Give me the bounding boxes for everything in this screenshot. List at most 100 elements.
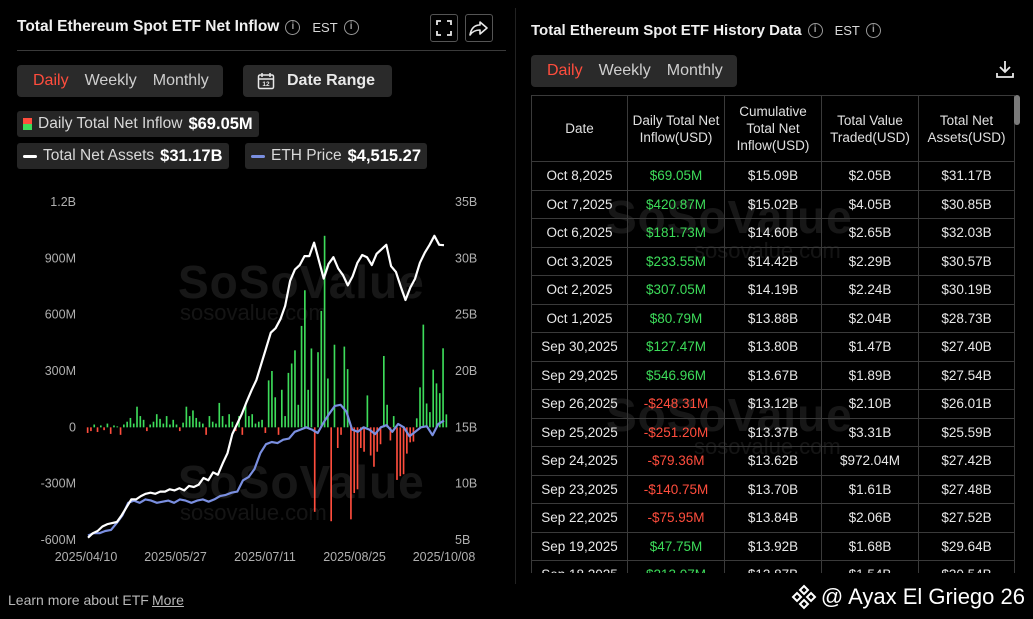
cell-cumulative-inflow: $13.37B [724, 417, 822, 447]
inflow-bar [442, 348, 444, 428]
cell-cumulative-inflow: $15.09B [724, 161, 822, 191]
inflow-bar [241, 427, 244, 435]
info-icon[interactable]: i [285, 19, 301, 35]
table-row[interactable]: Oct 3,2025 $233.55M $14.42B $2.29B $30.57B [531, 246, 1015, 276]
col-value-traded[interactable]: Total Value Traded(USD) [821, 95, 919, 162]
cell-value-traded: $972.04M [821, 446, 919, 476]
inflow-bar [313, 427, 316, 512]
inflow-bar [376, 427, 379, 452]
share-icon[interactable] [465, 14, 493, 42]
tab-daily[interactable]: Daily [547, 62, 583, 79]
more-link[interactable]: More [152, 592, 184, 608]
col-daily-inflow[interactable]: Daily Total Net Inflow(USD) [627, 95, 725, 162]
y-left-tick-label: 0 [69, 420, 76, 434]
y-left-tick-label: 1.2B [50, 195, 76, 209]
table-row[interactable]: Sep 30,2025 $127.47M $13.80B $1.47B $27.40B [531, 332, 1015, 362]
info-icon[interactable]: i [807, 23, 823, 38]
learn-more-text: Learn more about ETF [8, 592, 149, 608]
cell-daily-inflow: $307.05M [627, 275, 725, 305]
col-net-assets[interactable]: Total Net Assets(USD) [918, 95, 1015, 162]
inflow-bar [330, 427, 332, 522]
tab-weekly[interactable]: Weekly [84, 72, 137, 89]
cell-cumulative-inflow: $13.70B [724, 474, 822, 504]
cell-value-traded: $2.24B [821, 275, 919, 305]
header-divider [17, 50, 506, 51]
download-icon[interactable] [994, 58, 1016, 85]
tab-monthly[interactable]: Monthly [152, 72, 209, 89]
svg-text:12: 12 [262, 81, 270, 88]
table-row[interactable]: Sep 19,2025 $47.75M $13.92B $1.68B $29.64B [531, 531, 1015, 561]
table-row[interactable]: Sep 23,2025 -$140.75M $13.70B $1.61B $27.48B [531, 474, 1015, 504]
legend-inflow[interactable]: Daily Total Net Inflow $69.05M [17, 111, 259, 137]
inflow-bar [271, 371, 273, 428]
cell-date: Sep 25,2025 [531, 417, 628, 447]
history-data-panel: Total Ethereum Spot ETF History Data i E… [516, 0, 1033, 584]
inflow-bar [188, 416, 191, 428]
inflow-bar [93, 424, 96, 428]
inflow-bar [254, 423, 257, 428]
table-row[interactable]: Oct 7,2025 $420.87M $15.02B $4.05B $30.85B [531, 189, 1015, 219]
inflow-bar [438, 393, 441, 428]
inflow-bar [419, 387, 421, 428]
cell-cumulative-inflow: $14.42B [724, 246, 822, 276]
tab-daily[interactable]: Daily [33, 72, 69, 89]
table-row[interactable]: Sep 22,2025 -$75.95M $13.84B $2.06B $27.52B [531, 503, 1015, 533]
table-row[interactable]: Oct 1,2025 $80.79M $13.88B $2.04B $28.73B [531, 303, 1015, 333]
y-left-tick-label: 900M [45, 251, 76, 265]
inflow-bar [373, 427, 375, 467]
info-icon[interactable]: i [343, 19, 359, 35]
inflow-bar [327, 378, 329, 428]
date-range-button[interactable]: 12 Date Range [243, 65, 392, 97]
cell-date: Sep 26,2025 [531, 389, 628, 419]
footer: Learn more about ETF More @ Ayax El Grie… [0, 584, 1033, 619]
cell-value-traded: $1.47B [821, 332, 919, 362]
cell-date: Oct 2,2025 [531, 275, 628, 305]
table-row[interactable]: Sep 18,2025$213.07M$13.87B$1.54B$30.54B [531, 560, 1015, 573]
cell-daily-inflow: $181.73M [627, 218, 725, 248]
table-scrollbar[interactable] [1014, 95, 1020, 125]
legend-assets[interactable]: Total Net Assets $31.17B [17, 143, 229, 169]
cell-net-assets: $32.03B [918, 218, 1015, 248]
inflow-bar [264, 427, 267, 433]
cell-date: Oct 7,2025 [531, 189, 628, 219]
inflow-bar [267, 380, 270, 428]
inflow-bar [369, 427, 372, 456]
x-tick-label: 2025/08/25 [323, 550, 386, 564]
period-tabs: Daily Weekly Monthly [17, 65, 223, 97]
legend-price[interactable]: ETH Price $4,515.27 [245, 143, 428, 169]
table-row[interactable]: Sep 24,2025 -$79.36M $13.62B $972.04M $27.42… [531, 446, 1015, 476]
table-row[interactable]: Sep 29,2025 $546.96M $13.67B $1.89B $27.54B [531, 360, 1015, 390]
y-left-tick-label: -600M [41, 533, 76, 547]
y-right-tick-label: 30B [455, 251, 477, 265]
fullscreen-icon[interactable] [430, 14, 458, 42]
inflow-bar [274, 397, 277, 428]
cell-value-traded: $4.05B [821, 189, 919, 219]
col-date[interactable]: Date [531, 95, 628, 162]
table-row[interactable]: Sep 26,2025 -$248.31M $13.12B $2.10B $26.01B [531, 389, 1015, 419]
inflow-bar [300, 325, 303, 428]
inflow-bar [290, 363, 293, 428]
table-row[interactable]: Oct 2,2025 $307.05M $14.19B $2.24B $30.19B [531, 275, 1015, 305]
tab-monthly[interactable]: Monthly [666, 62, 723, 79]
cell-daily-inflow: $420.87M [627, 189, 725, 219]
cell-cumulative-inflow: $13.67B [724, 360, 822, 390]
inflow-bar [159, 418, 161, 428]
inflow-bar [346, 369, 349, 428]
inflow-bar [425, 403, 428, 428]
inflow-bar [113, 425, 115, 428]
inflow-bar [320, 310, 323, 428]
table-row[interactable]: Oct 8,2025 $69.05M $15.09B $2.05B $31.17B [531, 161, 1015, 191]
inflow-bar [257, 421, 260, 428]
cell-date: Sep 29,2025 [531, 360, 628, 390]
tab-weekly[interactable]: Weekly [598, 62, 651, 79]
info-icon[interactable]: i [865, 23, 881, 38]
col-cumulative-inflow[interactable]: Cumulative Total Net Inflow(USD) [724, 95, 822, 162]
table-row[interactable]: Sep 25,2025 -$251.20M $13.37B $3.31B $25.59B [531, 417, 1015, 447]
inflow-bar [119, 427, 122, 435]
cell-cumulative-inflow: $13.84B [724, 503, 822, 533]
legend-assets-label: Total Net Assets [43, 147, 155, 164]
cell-net-assets: $27.40B [918, 332, 1015, 362]
history-table[interactable]: Date Daily Total Net Inflow(USD) Cumulat… [531, 95, 1017, 573]
inflow-bar [359, 427, 362, 448]
table-row[interactable]: Oct 6,2025 $181.73M $14.60B $2.65B $32.03B [531, 218, 1015, 248]
